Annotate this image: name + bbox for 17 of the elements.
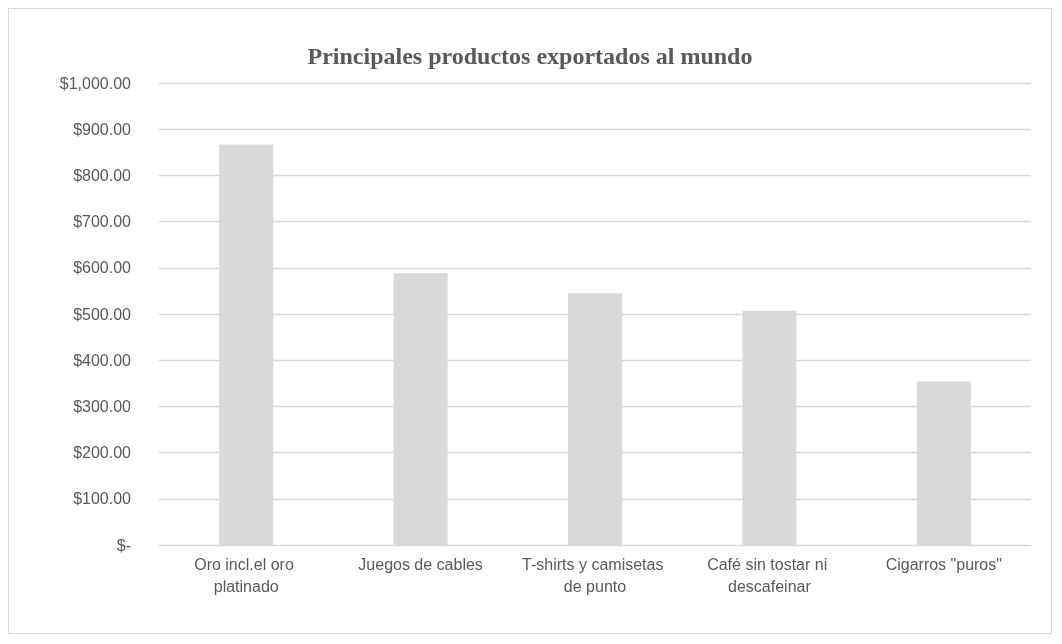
- x-tick-label: Oro incl.el oro platinado: [194, 555, 299, 595]
- y-tick-label: $600.00: [73, 259, 132, 277]
- y-tick-label: $200.00: [73, 444, 132, 462]
- x-tick-label: Café sin tostar ni descafeinar: [707, 555, 832, 595]
- y-tick-label: $-: [116, 536, 131, 554]
- y-tick-label: $700.00: [73, 213, 132, 231]
- y-tick-label: $400.00: [73, 351, 132, 369]
- y-tick-label: $800.00: [73, 166, 132, 184]
- y-tick-label: $100.00: [73, 490, 132, 508]
- x-tick-label: Juegos de cables: [358, 555, 483, 573]
- y-tick-label: $1,000.00: [59, 74, 132, 92]
- x-tick-label: T-shirts y camisetas de punto: [522, 555, 668, 595]
- y-tick-label: $300.00: [73, 397, 132, 415]
- chart-title: Principales productos exportados al mundo: [307, 43, 753, 69]
- x-tick-label: Cigarros "puros": [885, 555, 1002, 573]
- y-tick-label: $900.00: [73, 120, 132, 138]
- y-tick-label: $500.00: [73, 305, 132, 323]
